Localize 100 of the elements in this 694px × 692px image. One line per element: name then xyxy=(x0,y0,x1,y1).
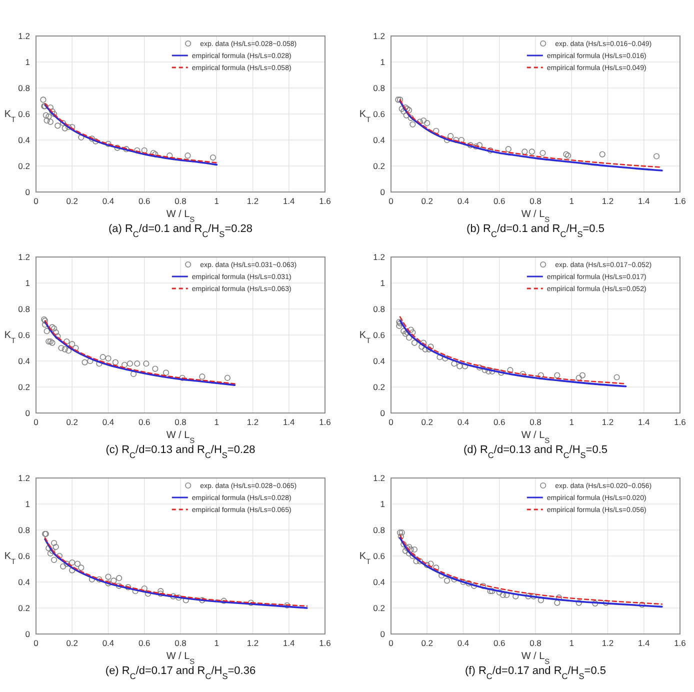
y-tick-label: 1 xyxy=(25,57,30,67)
x-tick-label: 0.8 xyxy=(174,196,187,206)
point xyxy=(182,597,189,604)
point xyxy=(487,147,494,154)
x-tick-label: 0.2 xyxy=(421,417,434,427)
y-tick-label: 0 xyxy=(25,629,30,639)
point xyxy=(476,364,483,371)
y-tick-label: 0.4 xyxy=(373,356,386,366)
point xyxy=(406,107,412,114)
point xyxy=(158,588,164,594)
text: (d) R$_{C}$/d=0.13 and R$_{C}$/H$_{S}$=0.5 xyxy=(463,444,608,460)
point xyxy=(42,322,48,328)
x-tick-label: 0 xyxy=(388,196,394,206)
point xyxy=(199,597,206,604)
point xyxy=(467,142,474,148)
point xyxy=(40,96,46,103)
point xyxy=(420,117,427,124)
point xyxy=(158,590,164,597)
point xyxy=(88,136,96,142)
y-tick-label: 0 xyxy=(380,408,386,418)
point xyxy=(141,585,148,592)
point xyxy=(522,148,528,155)
point xyxy=(176,594,182,601)
y-tick-label: 0.2 xyxy=(18,382,30,392)
point xyxy=(460,578,466,586)
x-tick-label: 0.2 xyxy=(421,638,434,648)
x-tick-label: 1.6 xyxy=(674,417,686,427)
y-axis-title: K$_{T}$ xyxy=(359,551,372,566)
point xyxy=(123,146,130,152)
x-tick-label: 0.2 xyxy=(66,417,78,427)
point xyxy=(54,122,61,129)
point xyxy=(444,578,450,584)
x-axis-title: W / L$_{S}$ xyxy=(521,209,550,224)
y-tick-label: 1.2 xyxy=(373,252,386,262)
point xyxy=(121,362,128,368)
point xyxy=(82,359,88,366)
point xyxy=(96,576,102,582)
point xyxy=(42,112,49,118)
x-tick-label: 0.4 xyxy=(102,196,114,206)
point xyxy=(248,600,254,606)
y-tick-label: 0.2 xyxy=(373,382,386,392)
y-tick-label: 0.6 xyxy=(18,109,30,119)
y-tick-label: 0.2 xyxy=(373,603,386,613)
y-tick-label: 0.6 xyxy=(18,330,30,340)
y-tick-label: 0.2 xyxy=(373,161,386,171)
point xyxy=(74,560,81,567)
x-axis-title: W / L$_{S}$ xyxy=(521,430,550,444)
x-tick-label: 1.4 xyxy=(282,638,296,648)
y-tick-label: 1 xyxy=(380,57,386,67)
point xyxy=(416,558,423,564)
x-tick-label: 0.2 xyxy=(66,638,78,648)
point xyxy=(65,348,72,354)
point xyxy=(471,582,478,589)
text: (f) R$_{C}$/d=0.17 and R$_{C}$/H$_{S}$=0.5 xyxy=(465,665,606,680)
x-tick-label: 1 xyxy=(569,417,574,427)
point xyxy=(592,600,598,606)
point xyxy=(554,372,560,378)
point xyxy=(69,341,76,348)
x-tick-label: 1.6 xyxy=(674,196,686,206)
point xyxy=(284,602,290,608)
y-tick-label: 1.2 xyxy=(18,252,30,262)
point xyxy=(44,117,50,124)
point xyxy=(141,147,148,154)
point xyxy=(538,372,544,378)
x-tick-label: 0.8 xyxy=(530,638,542,648)
point xyxy=(411,340,418,346)
point xyxy=(398,530,405,536)
y-tick-label: 1 xyxy=(25,278,30,288)
point xyxy=(525,593,532,600)
x-tick-label: 0.6 xyxy=(493,417,506,427)
point xyxy=(49,340,56,346)
point xyxy=(400,541,407,548)
point xyxy=(444,136,450,144)
y-tick-label: 0.8 xyxy=(373,304,386,314)
y-tick-label: 1.2 xyxy=(373,473,386,483)
x-tick-label: 0.8 xyxy=(530,196,542,206)
point xyxy=(424,120,430,126)
x-tick-label: 1 xyxy=(214,196,220,206)
x-tick-label: 1 xyxy=(214,638,220,648)
point xyxy=(51,325,58,332)
point xyxy=(614,374,620,380)
y-tick-label: 0.4 xyxy=(18,577,30,587)
point xyxy=(49,108,56,114)
point xyxy=(134,360,140,367)
point xyxy=(396,96,404,103)
x-tick-label: 0 xyxy=(34,638,39,648)
point xyxy=(540,150,546,156)
point xyxy=(51,110,58,118)
point xyxy=(224,374,231,381)
point xyxy=(395,96,402,103)
x-tick-label: 0.6 xyxy=(493,638,506,648)
y-tick-label: 0 xyxy=(25,187,30,197)
point xyxy=(466,580,472,586)
point xyxy=(602,600,609,606)
y-tick-label: 0.8 xyxy=(18,83,30,93)
x-tick-label: 0.6 xyxy=(493,196,506,206)
point xyxy=(433,128,440,134)
y-tick-label: 0.8 xyxy=(18,525,30,535)
y-tick-label: 1.2 xyxy=(373,31,386,41)
text: (b) R$_{C}$/d=0.1 and R$_{C}$/H$_{S}$=0.5 xyxy=(466,223,604,238)
